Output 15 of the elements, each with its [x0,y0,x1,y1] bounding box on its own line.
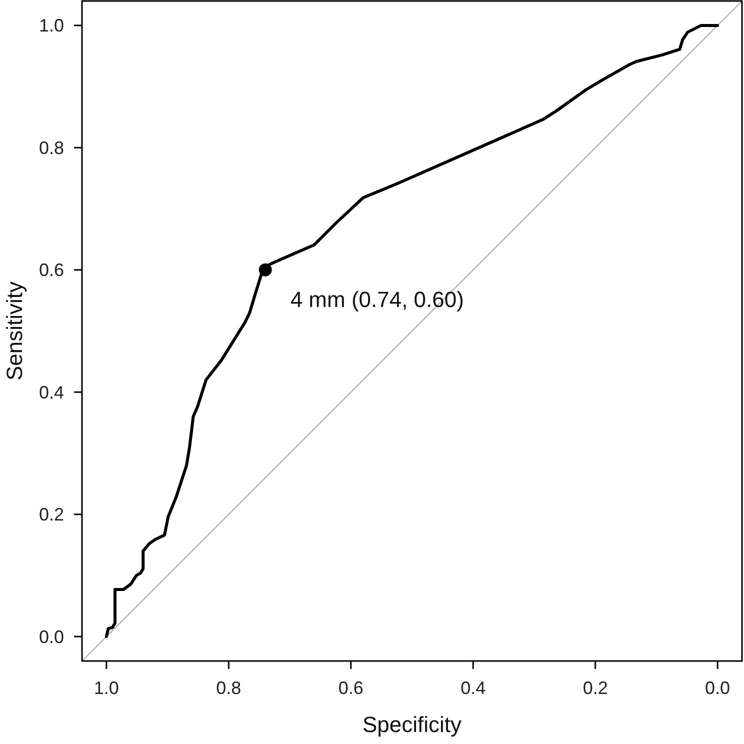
x-axis-title: Specificity [362,712,462,737]
x-tick-label: 1.0 [94,678,119,698]
x-tick-label: 0.2 [582,678,608,698]
x-tick-label: 0.8 [216,678,242,698]
y-tick-label: 0.4 [38,382,64,402]
x-tick-label: 0.4 [460,678,486,698]
annotation: 4 mm (0.74, 0.60) [290,286,464,312]
x-tick-label: 0.6 [338,678,364,698]
x-tick-label: 0.0 [705,678,730,698]
y-axis-title: Sensitivity [2,281,27,381]
y-tick-label: 0.8 [38,138,64,158]
y-tick-label: 0.2 [38,504,64,525]
y-tick-label: 0.0 [38,626,64,647]
y-tick-label: 1.0 [38,16,64,36]
y-tick-label: 0.6 [38,260,64,280]
